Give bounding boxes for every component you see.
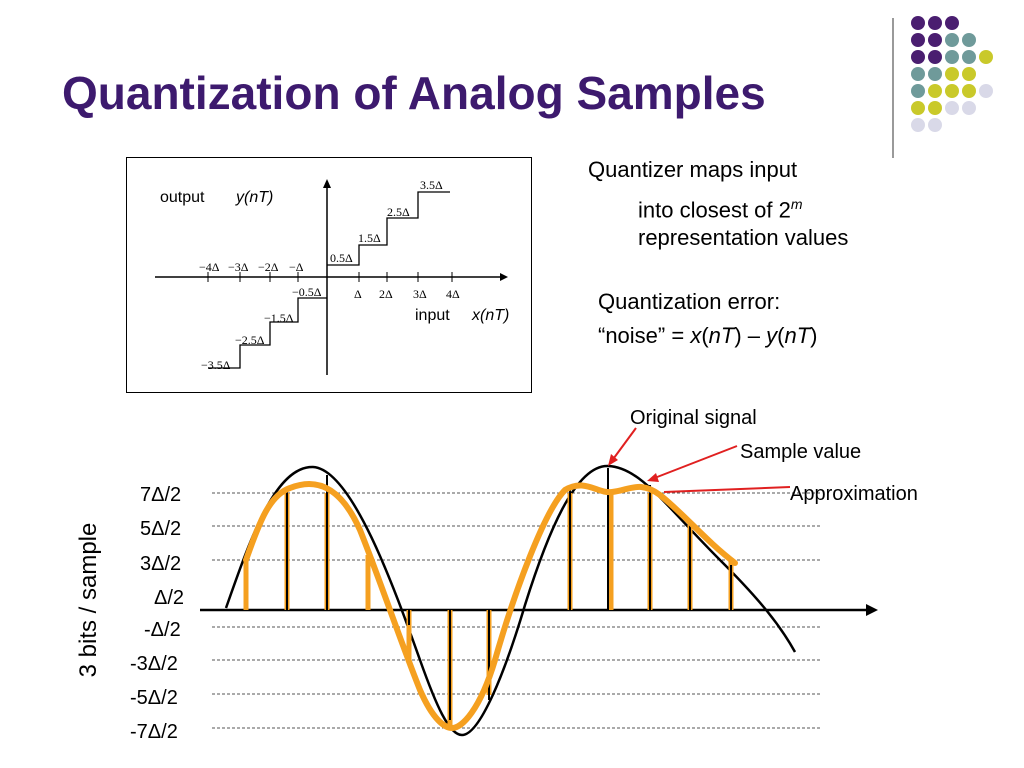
quantizer-description-line2-text: into closest of 2: [638, 197, 791, 223]
quantizer-x-tick-label: −4Δ: [199, 260, 220, 274]
quantizer-level-label: −3.5Δ: [201, 358, 231, 372]
decorative-dot: [928, 50, 942, 64]
quantizer-output-variable: y(nT): [235, 189, 273, 206]
quantizer-level-label: −1.5Δ: [264, 311, 294, 325]
decorative-dot: [911, 16, 925, 30]
quantizer-level-label: 0.5Δ: [330, 251, 353, 265]
decorative-dot: [979, 84, 993, 98]
decorative-dot: [945, 16, 959, 30]
quantizer-x-tick-label: Δ: [354, 287, 362, 301]
quantizer-x-tick-label: −2Δ: [258, 260, 279, 274]
slide-title: Quantization of Analog Samples: [62, 67, 766, 119]
level-label: 3Δ/2: [140, 553, 182, 575]
approximation-label: Approximation: [790, 483, 918, 505]
decorative-dot: [911, 84, 925, 98]
decorative-dot: [928, 16, 942, 30]
quantizer-y-arrowhead: [323, 179, 331, 188]
quantizer-description-line2: into closest of 2m: [638, 187, 803, 227]
decorative-dot: [962, 101, 976, 115]
error-formula-minus: –: [741, 323, 767, 348]
quantization-error-formula: “noise” = x(nT) – y(nT): [598, 323, 818, 348]
quantizer-input-label: input: [415, 307, 450, 324]
decorative-dot: [928, 118, 942, 132]
level-label: -3Δ/2: [130, 653, 178, 675]
quantizer-level-label: −2.5Δ: [235, 333, 265, 347]
decorative-dot: [962, 84, 976, 98]
quantizer-output-label: output: [160, 189, 205, 206]
annotation-arrowheads: [608, 454, 659, 482]
quantizer-level-label: 2.5Δ: [387, 205, 410, 219]
decorative-dot: [945, 50, 959, 64]
level-label: 5Δ/2: [140, 518, 182, 540]
quantizer-x-arrowhead: [500, 273, 508, 281]
decorative-dot: [979, 50, 993, 64]
decorative-dot: [911, 33, 925, 47]
sample-value-label: Sample value: [740, 441, 862, 463]
decorative-dot: [928, 33, 942, 47]
quantizer-staircase-positive: [327, 191, 450, 266]
quantizer-x-tick-label: −3Δ: [228, 260, 249, 274]
decorative-dot: [962, 67, 976, 81]
quantizer-level-label: 1.5Δ: [358, 231, 381, 245]
quantizer-description-exponent: m: [790, 196, 803, 212]
decorative-dot: [962, 50, 976, 64]
quantizer-level-label: −0.5Δ: [292, 285, 322, 299]
quantizer-level-label: 3.5Δ: [420, 178, 443, 192]
quantizer-x-tick-label: 3Δ: [413, 287, 427, 301]
title-divider-line: [892, 18, 894, 158]
decorative-dot: [911, 50, 925, 64]
decorative-dot: [928, 84, 942, 98]
level-label: -5Δ/2: [130, 687, 178, 709]
quantizer-description-line3: representation values: [638, 225, 849, 250]
bits-per-sample-label: 3 bits / sample: [75, 522, 102, 678]
decorative-dot: [928, 67, 942, 81]
decorative-dot: [945, 101, 959, 115]
decorative-dot: [962, 33, 976, 47]
sample-bar-edges: [286, 468, 732, 720]
quantizer-diagram-frame: [126, 157, 532, 393]
quantizer-staircase-negative: [208, 297, 327, 369]
time-axis-arrowhead: [866, 604, 878, 616]
error-formula-nT: nT: [784, 323, 811, 348]
quantizer-x-tick-label: 2Δ: [379, 287, 393, 301]
original-signal-curve: [224, 464, 797, 737]
decorative-dot: [945, 33, 959, 47]
error-formula-prefix: “noise” =: [598, 323, 691, 348]
quantizer-x-tick-label: 4Δ: [446, 287, 460, 301]
annotation-arrows: [610, 427, 791, 493]
quantizer-x-tick-label: −Δ: [289, 260, 304, 274]
quantization-error-heading: Quantization error:: [598, 289, 781, 314]
decorative-dot: [945, 67, 959, 81]
error-formula-nT: nT: [708, 323, 735, 348]
decorative-dot: [928, 101, 942, 115]
decorative-dot: [945, 84, 959, 98]
level-label: -Δ/2: [144, 619, 181, 641]
decorative-dot: [911, 118, 925, 132]
decorative-dot: [911, 67, 925, 81]
error-formula-x: x: [690, 323, 702, 348]
decorative-dot: [911, 101, 925, 115]
level-label: -7Δ/2: [130, 721, 178, 743]
quantizer-input-variable: x(nT): [471, 307, 509, 324]
quantizer-description-line1: Quantizer maps input: [588, 157, 798, 182]
approximation-curve: [243, 481, 738, 732]
original-signal-label: Original signal: [630, 407, 757, 429]
level-label: 7Δ/2: [140, 484, 182, 506]
error-formula-y: y: [766, 323, 778, 348]
level-label: Δ/2: [154, 587, 185, 609]
